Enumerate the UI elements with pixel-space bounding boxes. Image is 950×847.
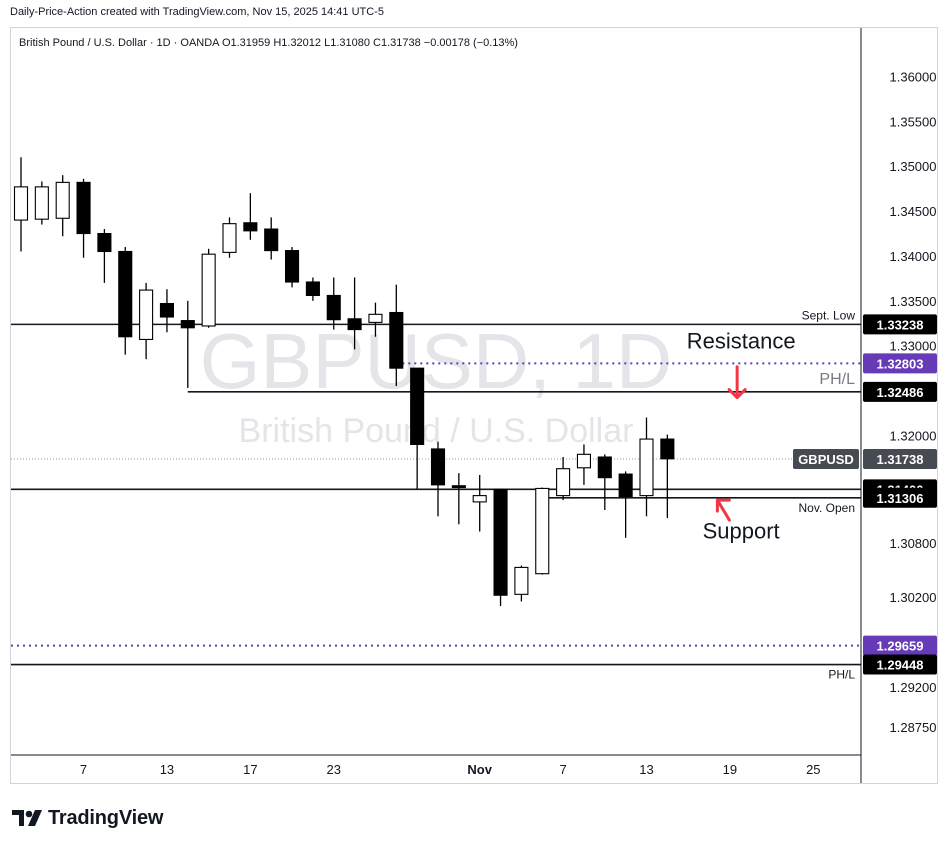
bearish-candle: [389, 311, 404, 369]
bearish-candle: [347, 318, 362, 331]
symbol-tag: [793, 448, 859, 469]
bullish-candle: [368, 313, 383, 323]
x-tick-label: 19: [723, 762, 737, 777]
x-tick-label: 17: [243, 762, 257, 777]
bearish-candle: [118, 250, 133, 338]
price-tag: [863, 487, 937, 508]
last-price-tag-label: 1.31738: [877, 452, 924, 467]
bearish-candle: [326, 294, 341, 321]
y-tick-label: 1.32000: [890, 428, 937, 443]
bullish-candle: [576, 453, 592, 469]
bearish-candle: [410, 367, 425, 446]
price-tag: [863, 314, 937, 335]
y-tick-label: 1.28750: [890, 720, 937, 735]
bullish-candle: [514, 566, 529, 595]
bearish-candle: [159, 302, 174, 318]
y-tick-label: 1.34500: [890, 204, 937, 219]
tradingview-logo-icon: [12, 810, 42, 826]
last-price-tag: [863, 448, 937, 469]
price-tag-label: 1.33238: [877, 317, 924, 332]
x-tick-label: Nov: [467, 762, 492, 777]
bearish-candle: [180, 320, 195, 329]
watermark-description: British Pound / U.S. Dollar: [239, 412, 634, 450]
bearish-candle: [597, 456, 612, 479]
symbol-tag-label: GBPUSD: [798, 452, 854, 467]
resistance-arrow-icon: [727, 365, 747, 400]
support-arrow-icon: [715, 498, 731, 522]
y-tick-label: 1.33000: [890, 339, 937, 354]
x-tick-label: 13: [160, 762, 174, 777]
bearish-candle: [76, 181, 91, 235]
price-tag: [863, 353, 937, 374]
annotation-resistance: Resistance: [687, 328, 796, 353]
y-tick-label: 1.30200: [890, 590, 937, 605]
bullish-candle: [222, 223, 237, 253]
price-tag: [863, 635, 937, 656]
bearish-candle: [264, 228, 279, 252]
price-tag-label: 1.32486: [877, 385, 924, 400]
price-tag-label: 1.31306: [877, 491, 924, 506]
watermark-symbol: GBPUSD, 1D: [200, 317, 672, 405]
y-tick-label: 1.30800: [890, 536, 937, 551]
level-label: PH/L: [819, 371, 855, 388]
x-tick-label: 7: [559, 762, 566, 777]
bullish-candle: [556, 468, 571, 497]
y-tick-label: 1.35000: [890, 159, 937, 174]
bullish-candle: [139, 289, 154, 340]
tradingview-brand: TradingView: [48, 806, 164, 829]
price-tag-label: 1.29448: [877, 658, 924, 673]
bearish-candle: [451, 485, 466, 489]
bearish-candle: [430, 448, 446, 486]
level-label: PH/L: [828, 668, 855, 682]
x-tick-label: 25: [806, 762, 820, 777]
bearish-candle: [243, 222, 258, 232]
bullish-candle: [13, 186, 29, 221]
chart-credit: Daily-Price-Action created with TradingV…: [10, 6, 384, 18]
bullish-candle: [535, 487, 550, 575]
bearish-candle: [660, 438, 675, 460]
bearish-candle: [618, 473, 633, 498]
symbol-info: British Pound / U.S. Dollar · 1D · OANDA…: [19, 37, 518, 49]
bullish-candle: [34, 186, 49, 220]
price-tag: [863, 381, 937, 402]
bullish-candle: [639, 438, 654, 497]
bearish-candle: [305, 281, 320, 297]
y-tick-label: 1.33500: [890, 294, 937, 309]
y-tick-label: 1.34000: [890, 249, 937, 264]
x-tick-label: 23: [327, 762, 341, 777]
bullish-candle: [201, 253, 216, 327]
level-label: Nov. Open: [799, 501, 855, 515]
y-tick-label: 1.35500: [890, 114, 937, 129]
x-tick-label: 7: [80, 762, 87, 777]
tradingview-footer: TradingView: [12, 806, 163, 830]
price-tag: [863, 654, 937, 675]
annotation-support: Support: [703, 519, 780, 544]
y-tick-label: 1.29200: [890, 680, 937, 695]
chart-frame[interactable]: GBPUSD, 1D British Pound / U.S. Dollar Bri…: [10, 27, 938, 784]
bullish-candle: [472, 495, 487, 503]
price-chart[interactable]: GBPUSD, 1D British Pound / U.S. Dollar Bri…: [11, 28, 937, 783]
level-label: Sept. Low: [802, 308, 856, 322]
bearish-candle: [493, 488, 508, 596]
price-tag-label: 1.29659: [877, 639, 924, 654]
bearish-candle: [97, 232, 112, 253]
price-tag-label: 1.32803: [877, 356, 924, 371]
bullish-candle: [55, 181, 70, 219]
y-tick-label: 1.36000: [890, 69, 937, 84]
x-tick-label: 13: [639, 762, 653, 777]
bearish-candle: [284, 250, 300, 283]
